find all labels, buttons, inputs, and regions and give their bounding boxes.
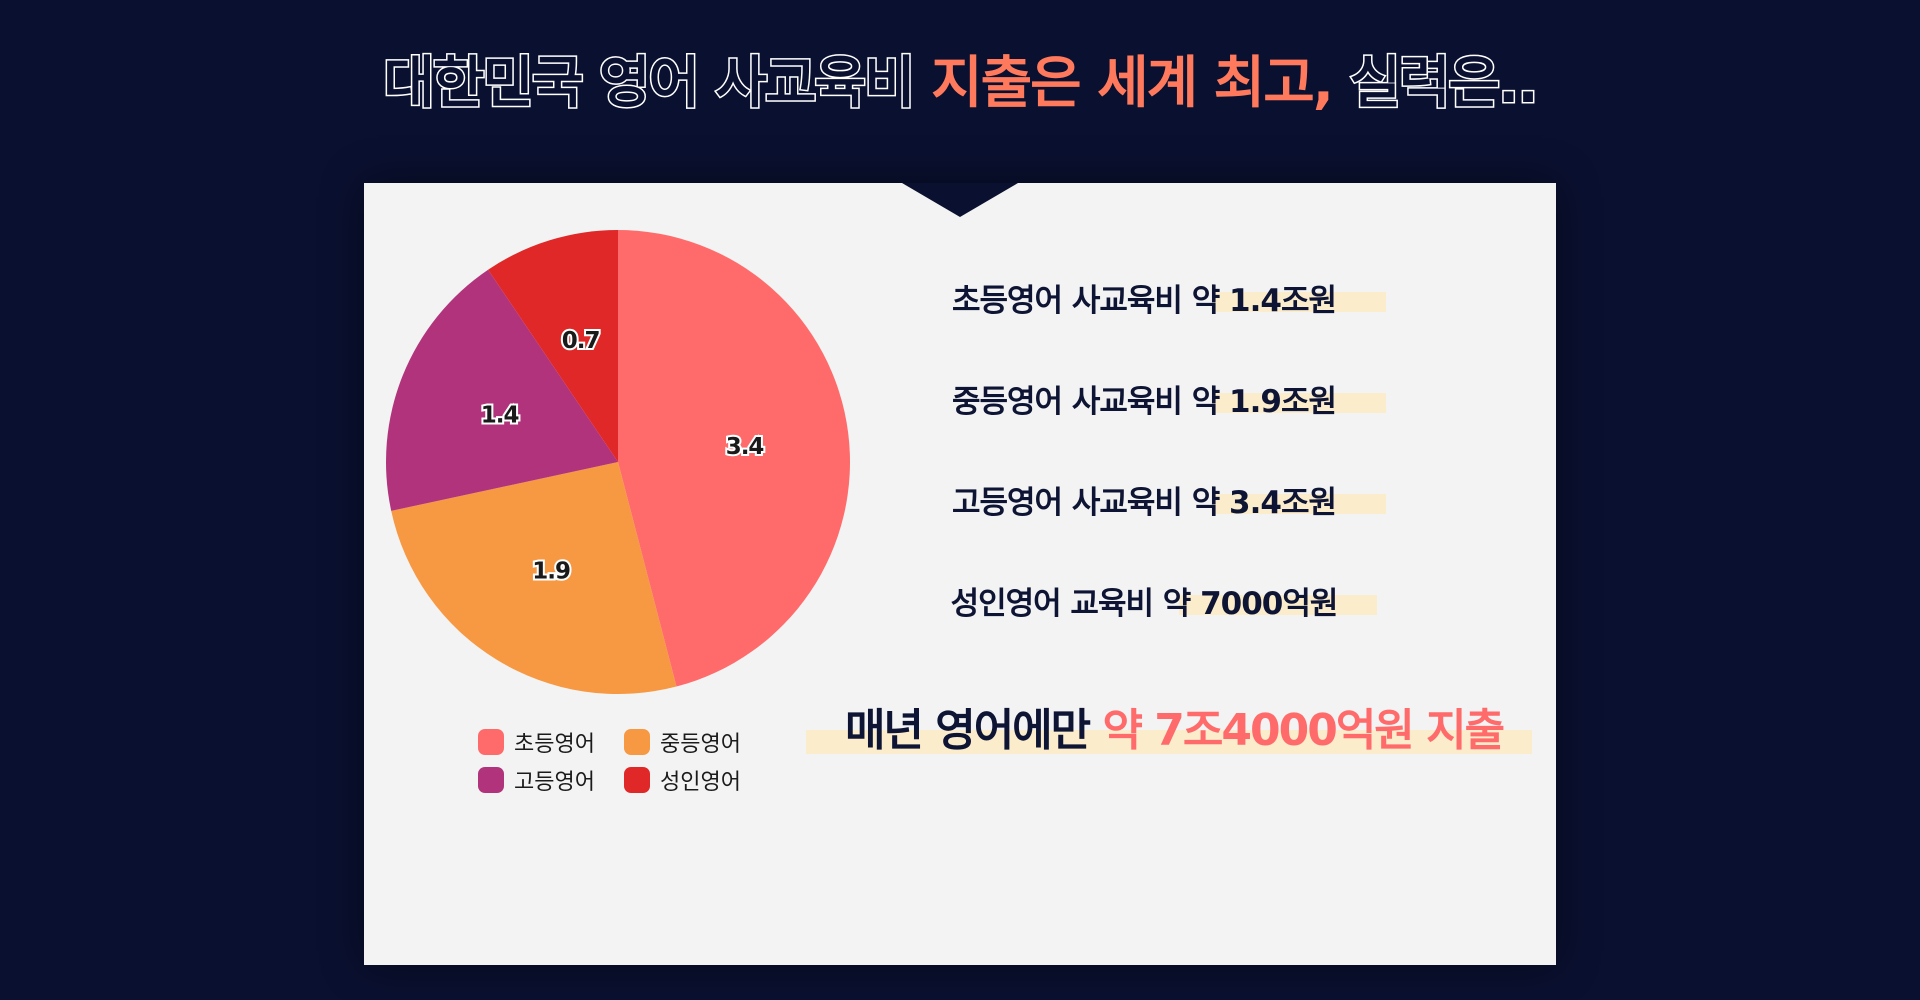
pie-slice-2 — [391, 462, 677, 694]
highlight-line4 — [1179, 595, 1377, 615]
pie-data-label-1: 3.4 — [726, 434, 764, 460]
pie-data-label-3: 1.4 — [481, 402, 519, 428]
pie-data-label-4: 0.7 — [562, 328, 600, 354]
summary-text: 매년 영어에만 약 7조4000억원 지출 — [804, 694, 1544, 758]
legend-item-1: 초등영어 — [478, 728, 624, 757]
highlight-summary — [806, 730, 1532, 754]
headline-part1: 대한민국 영어 사교육비 — [382, 50, 932, 118]
page-headline: 대한민국 영어 사교육비 지출은 세계 최고, 실력은.. — [0, 38, 1920, 119]
info-line-elementary: 초등영어 사교육비 약 1.4조원 — [951, 283, 1337, 319]
legend-item-3: 고등영어 — [478, 766, 624, 795]
legend-swatch — [624, 729, 650, 755]
highlight-line1 — [1214, 292, 1386, 312]
info-line-middle: 중등영어 사교육비 약 1.9조원 — [951, 384, 1337, 420]
legend-swatch — [624, 767, 650, 793]
summary-part1: 매년 영어에만 — [844, 705, 1103, 756]
legend-item-2: 중등영어 — [624, 728, 770, 757]
pie-chart: 3.4 1.9 1.4 0.7 — [386, 230, 850, 694]
headline-accent: 지출은 세계 최고, — [931, 51, 1334, 116]
legend-label: 초등영어 — [514, 732, 595, 757]
panel-notch — [902, 183, 1018, 217]
legend-label: 고등영어 — [514, 770, 595, 795]
info-line-high: 고등영어 사교육비 약 3.4조원 — [951, 485, 1337, 521]
legend-label: 성인영어 — [660, 770, 741, 795]
pie-slice-4 — [488, 230, 618, 462]
info-line-adult: 성인영어 교육비 약 7000억원 — [950, 586, 1339, 622]
pie-data-label-2: 1.9 — [532, 559, 570, 585]
legend-swatch — [478, 729, 504, 755]
highlight-line2 — [1214, 393, 1386, 413]
pie-slice-1 — [618, 230, 850, 687]
legend-item-4: 성인영어 — [624, 766, 770, 795]
legend-swatch — [478, 767, 504, 793]
pie-slice-3 — [386, 269, 618, 511]
summary-accent: 약 7조4000억원 지출 — [1102, 705, 1505, 756]
legend-label: 중등영어 — [660, 732, 741, 757]
highlight-line3 — [1214, 494, 1386, 514]
headline-part3: 실력은.. — [1332, 50, 1540, 118]
